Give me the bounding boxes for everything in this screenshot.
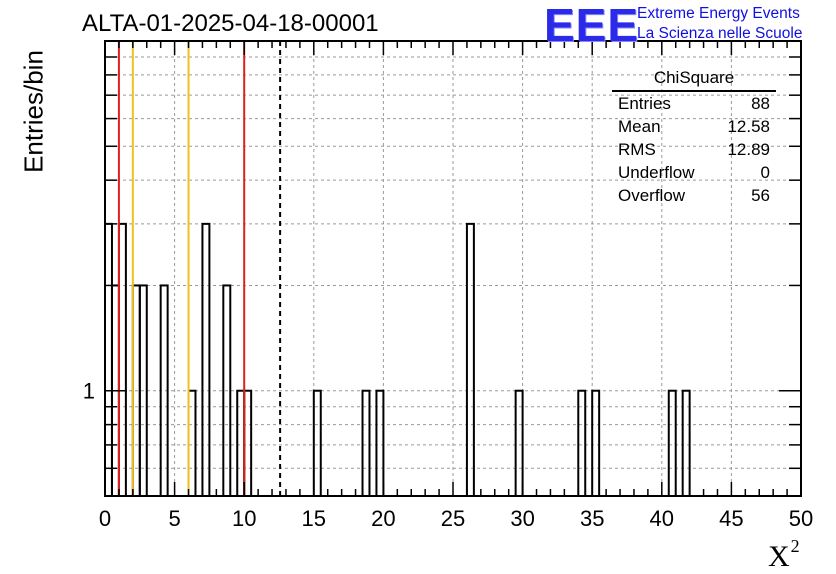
stats-label: Overflow [618, 186, 686, 205]
x-axis-label: X2 [768, 536, 800, 573]
histogram-bin [465, 222, 475, 497]
x-tick-label: 0 [99, 506, 111, 531]
stats-value: 88 [751, 94, 770, 113]
stats-label: Entries [618, 94, 671, 113]
stats-value: 56 [751, 186, 770, 205]
x-tick-label: 35 [580, 506, 604, 531]
stats-title: ChiSquare [612, 68, 776, 92]
stats-value: 12.89 [727, 140, 770, 159]
chart-title: ALTA-01-2025-04-18-00001 [82, 10, 379, 37]
stats-row-underflow: Underflow 0 [610, 161, 778, 184]
x-tick-label: 30 [510, 506, 534, 531]
x-tick-label: 45 [719, 506, 743, 531]
stats-row-entries: Entries 88 [610, 92, 778, 115]
x-tick-label: 20 [371, 506, 395, 531]
x-tick-label: 25 [441, 506, 465, 531]
x-tick-label: 50 [789, 506, 813, 531]
histogram-bin [117, 222, 127, 497]
x-tick-label: 40 [650, 506, 674, 531]
brand-line-1: Extreme Energy Events [637, 5, 800, 22]
x-tick-label: 15 [302, 506, 326, 531]
stats-label: Underflow [618, 163, 695, 182]
y-axis-label: Entries/bin [18, 50, 49, 173]
histogram-bin [104, 222, 113, 497]
stats-box: ChiSquare Entries 88 Mean 12.58 RMS 12.8… [610, 68, 778, 207]
x-tick-label: 10 [232, 506, 256, 531]
stats-row-overflow: Overflow 56 [610, 184, 778, 207]
brand-eee-logo: EEE [544, 0, 640, 51]
histogram-bin [201, 222, 211, 497]
stats-value: 12.58 [727, 117, 770, 136]
stats-label: Mean [618, 117, 661, 136]
stats-value: 0 [760, 163, 770, 182]
brand-line-2: La Scienza nelle Scuole [637, 25, 803, 42]
brand-text: Extreme Energy Events La Scienza nelle S… [637, 4, 836, 44]
stats-row-rms: RMS 12.89 [610, 138, 778, 161]
y-tick-label: 1 [83, 379, 95, 404]
stats-row-mean: Mean 12.58 [610, 115, 778, 138]
x-tick-label: 5 [168, 506, 180, 531]
stats-label: RMS [618, 140, 656, 159]
